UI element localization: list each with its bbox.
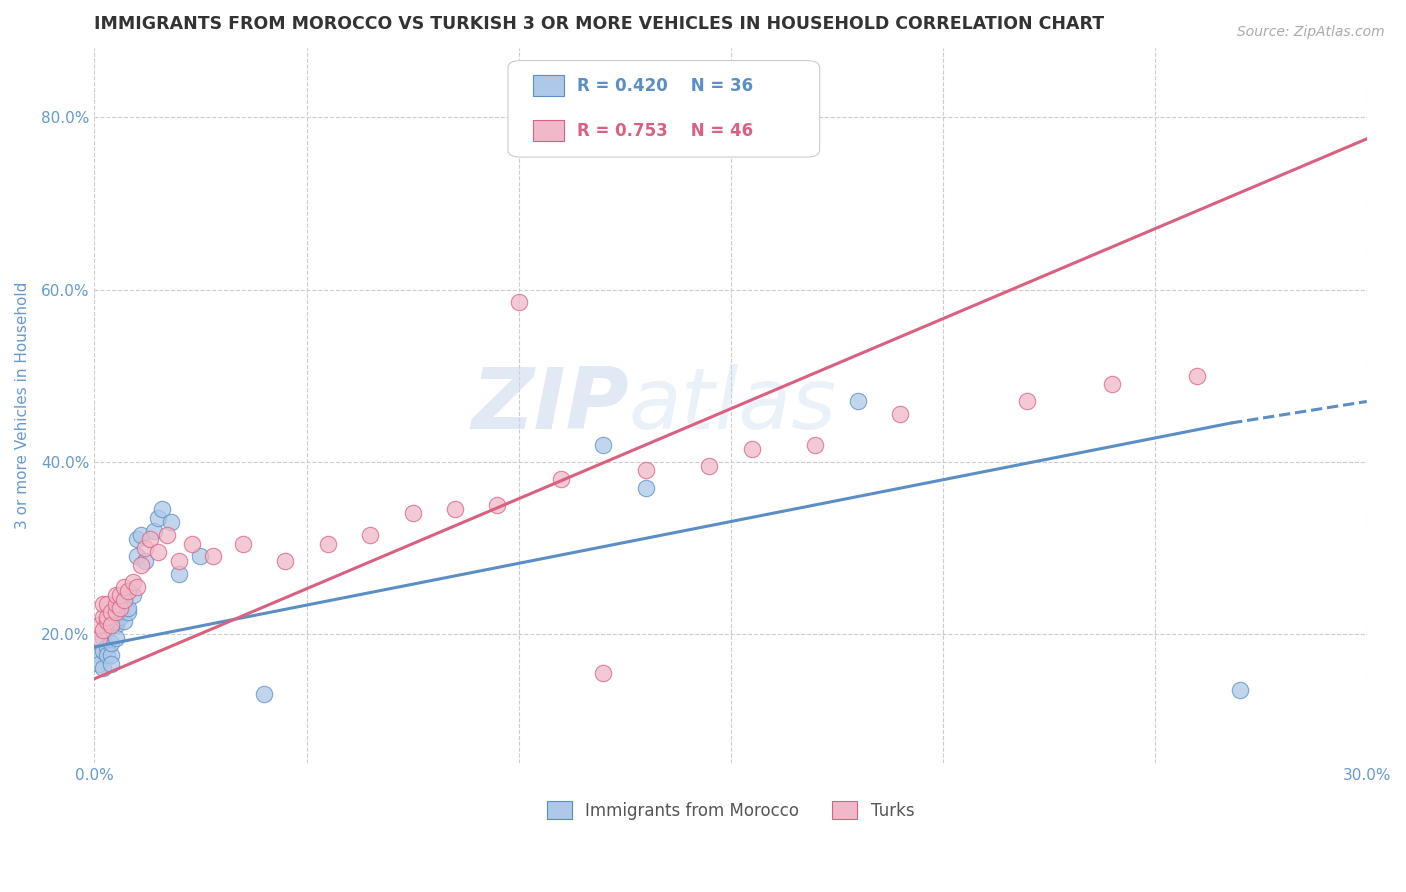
Point bbox=[232, 536, 254, 550]
Point bbox=[1017, 394, 1039, 409]
Point bbox=[142, 524, 165, 538]
Point bbox=[117, 606, 139, 620]
Point bbox=[181, 536, 204, 550]
Point bbox=[104, 606, 127, 620]
Point bbox=[87, 648, 110, 663]
Point bbox=[508, 295, 530, 310]
Point bbox=[146, 545, 169, 559]
Point bbox=[1185, 368, 1208, 383]
Point bbox=[486, 498, 509, 512]
Point bbox=[100, 648, 122, 663]
Point bbox=[112, 580, 135, 594]
Point bbox=[550, 472, 572, 486]
Point bbox=[634, 481, 657, 495]
Text: IMMIGRANTS FROM MOROCCO VS TURKISH 3 OR MORE VEHICLES IN HOUSEHOLD CORRELATION C: IMMIGRANTS FROM MOROCCO VS TURKISH 3 OR … bbox=[94, 15, 1105, 33]
Point bbox=[104, 588, 127, 602]
Text: atlas: atlas bbox=[628, 364, 837, 447]
Point bbox=[134, 541, 156, 555]
Point bbox=[117, 601, 139, 615]
Point bbox=[804, 437, 827, 451]
Point bbox=[104, 618, 127, 632]
Point bbox=[91, 661, 114, 675]
Point bbox=[169, 554, 191, 568]
Point bbox=[96, 609, 118, 624]
Point bbox=[253, 687, 276, 701]
Point bbox=[112, 614, 135, 628]
Point bbox=[699, 458, 721, 473]
Point bbox=[108, 609, 131, 624]
Point bbox=[91, 632, 114, 646]
Point bbox=[100, 657, 122, 672]
Point bbox=[91, 623, 114, 637]
Point bbox=[91, 644, 114, 658]
Y-axis label: 3 or more Vehicles in Household: 3 or more Vehicles in Household bbox=[15, 282, 30, 530]
Point bbox=[121, 575, 143, 590]
Point bbox=[112, 592, 135, 607]
Point bbox=[1101, 377, 1123, 392]
Point bbox=[634, 463, 657, 477]
Text: R = 0.753    N = 46: R = 0.753 N = 46 bbox=[576, 121, 752, 140]
FancyBboxPatch shape bbox=[533, 75, 564, 96]
Point bbox=[104, 614, 127, 628]
Point bbox=[159, 515, 181, 529]
Point bbox=[96, 640, 118, 654]
Point bbox=[316, 536, 339, 550]
Text: Source: ZipAtlas.com: Source: ZipAtlas.com bbox=[1237, 25, 1385, 39]
Point bbox=[146, 510, 169, 524]
Point bbox=[87, 632, 110, 646]
Point bbox=[108, 601, 131, 615]
Point bbox=[91, 597, 114, 611]
Point bbox=[359, 528, 381, 542]
FancyBboxPatch shape bbox=[533, 120, 564, 141]
Point bbox=[104, 632, 127, 646]
Point bbox=[108, 606, 131, 620]
Point bbox=[202, 549, 225, 564]
Point bbox=[274, 554, 297, 568]
Text: ZIP: ZIP bbox=[471, 364, 628, 447]
Point bbox=[444, 502, 467, 516]
Point bbox=[150, 502, 173, 516]
Point bbox=[889, 408, 911, 422]
Point bbox=[100, 606, 122, 620]
Point bbox=[87, 618, 110, 632]
Point bbox=[592, 665, 614, 680]
Point bbox=[117, 583, 139, 598]
Point bbox=[87, 657, 110, 672]
Point bbox=[108, 588, 131, 602]
Point bbox=[121, 588, 143, 602]
Point bbox=[100, 635, 122, 649]
Point bbox=[96, 623, 118, 637]
Point bbox=[134, 554, 156, 568]
Text: R = 0.420    N = 36: R = 0.420 N = 36 bbox=[576, 77, 752, 95]
Point bbox=[129, 528, 152, 542]
Legend: Immigrants from Morocco, Turks: Immigrants from Morocco, Turks bbox=[540, 795, 921, 826]
Point bbox=[100, 618, 122, 632]
Point bbox=[155, 528, 177, 542]
FancyBboxPatch shape bbox=[508, 61, 820, 157]
Point bbox=[96, 597, 118, 611]
Point bbox=[96, 614, 118, 628]
Point bbox=[112, 592, 135, 607]
Point bbox=[104, 597, 127, 611]
Point bbox=[96, 648, 118, 663]
Point bbox=[125, 549, 148, 564]
Point bbox=[125, 580, 148, 594]
Point bbox=[846, 394, 869, 409]
Point bbox=[125, 533, 148, 547]
Point bbox=[592, 437, 614, 451]
Point bbox=[401, 507, 423, 521]
Point bbox=[190, 549, 212, 564]
Point bbox=[169, 566, 191, 581]
Point bbox=[138, 533, 160, 547]
Point bbox=[741, 442, 763, 456]
Point bbox=[91, 609, 114, 624]
Point bbox=[129, 558, 152, 573]
Point bbox=[1229, 682, 1251, 697]
